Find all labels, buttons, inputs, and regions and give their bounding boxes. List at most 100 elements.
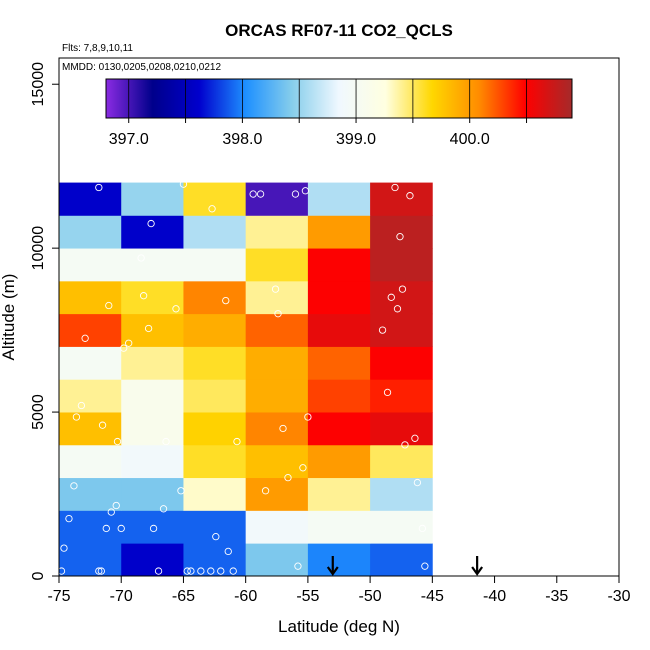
arrow-head <box>471 566 484 576</box>
heatmap-cell <box>245 313 309 347</box>
observation-point <box>139 292 148 300</box>
observation-point <box>125 339 133 347</box>
observation-point <box>57 567 66 575</box>
observation-point <box>299 464 307 472</box>
colorbar-ticks: 397.0 398.0 399.0 400.0 <box>109 79 528 148</box>
heatmap-cell <box>370 543 433 577</box>
heatmap-cell <box>245 346 309 380</box>
heatmap-cell <box>307 313 371 347</box>
heatmap-cell <box>59 543 122 577</box>
x-tick-label: -35 <box>545 588 568 605</box>
observation-point <box>144 324 153 333</box>
heatmap-cells <box>59 182 433 577</box>
observation-point <box>81 334 89 342</box>
observation-point <box>177 487 185 495</box>
arrow-markers <box>326 556 484 576</box>
heatmap-cell <box>183 412 247 446</box>
observation-point <box>98 421 107 429</box>
heatmap-cell <box>370 182 433 216</box>
heatmap-cell <box>121 313 184 347</box>
heatmap-cell <box>245 444 309 479</box>
heatmap-cell <box>121 510 184 544</box>
observation-point <box>77 401 86 410</box>
observation-point <box>149 524 158 533</box>
heatmap-cell <box>370 477 433 511</box>
observation-point <box>162 437 170 446</box>
colorbar-tick-label: 400.0 <box>450 131 490 148</box>
x-tick-label: -65 <box>172 588 195 605</box>
x-tick-label: -55 <box>296 588 319 605</box>
observation-point <box>70 482 78 490</box>
heatmap-cell <box>183 510 247 544</box>
x-tick-label: -30 <box>607 588 630 605</box>
heatmap-cell <box>183 215 247 249</box>
heatmap-cell <box>307 280 371 315</box>
observation-point <box>197 567 205 575</box>
plot-frame <box>58 57 620 577</box>
observation-point <box>60 544 68 552</box>
heatmap-cell <box>121 280 184 315</box>
heatmap-cell <box>307 182 371 216</box>
heatmap-cell <box>183 379 247 413</box>
heatmap-cell <box>121 248 184 282</box>
heatmap-cell <box>245 510 309 544</box>
observation-point <box>271 285 280 293</box>
observation-point <box>222 296 230 305</box>
dates-label: MMDD: 0130,0205,0208,0210,0212 <box>62 62 221 73</box>
observation-point <box>396 233 404 241</box>
heatmap-cell <box>245 182 309 216</box>
observation-point <box>413 478 422 487</box>
observation-point <box>229 567 237 575</box>
observation-point <box>113 437 122 446</box>
x-tick-label: -45 <box>421 588 444 605</box>
heatmap-cell <box>245 379 309 413</box>
observation-point <box>208 205 216 213</box>
heatmap-cell <box>245 412 309 446</box>
observation-point <box>120 344 128 352</box>
y-axis-label: Altitude (m) <box>0 274 18 361</box>
y-tick-label: 5000 <box>30 394 47 430</box>
observation-point <box>65 514 73 523</box>
heatmap-cell <box>245 215 309 249</box>
observation-point <box>291 190 300 198</box>
heatmap-cell <box>370 412 433 446</box>
heatmap-cell <box>59 182 122 216</box>
heatmap-cell <box>121 412 184 446</box>
observation-point <box>72 413 81 421</box>
observation-point <box>383 388 392 397</box>
heatmap-cell <box>121 346 184 380</box>
observation-point <box>398 285 407 293</box>
heatmap-cell <box>307 412 371 446</box>
observation-point <box>183 567 191 575</box>
heatmap-cell <box>307 444 371 479</box>
x-tick-label: -70 <box>110 588 133 605</box>
heatmap-cell <box>370 510 433 544</box>
heatmap-cell <box>59 477 122 511</box>
heatmap-cell <box>59 280 122 315</box>
observation-point <box>387 293 395 301</box>
observation-point <box>256 190 265 198</box>
heatmap-cell <box>370 444 433 479</box>
flights-label: Flts: 7,8,9,10,11 <box>62 43 133 54</box>
observation-point <box>378 326 387 334</box>
observation-point <box>102 524 110 533</box>
observation-point <box>421 562 429 570</box>
observation-point <box>274 310 282 318</box>
observation-point <box>249 190 257 198</box>
heatmap-cell <box>121 379 184 413</box>
observation-point <box>95 183 103 192</box>
y-tick-label: 0 <box>30 571 47 580</box>
observation-point <box>294 562 302 570</box>
heatmap-cell <box>307 510 371 544</box>
heatmap-cell <box>121 543 184 577</box>
y-tick-label: 10000 <box>30 226 47 271</box>
observation-point <box>279 424 287 433</box>
heatmap-cell <box>183 248 247 282</box>
heatmap-cell <box>370 215 433 249</box>
observation-point <box>418 524 427 533</box>
x-axis-label: Latitude (deg N) <box>278 617 400 636</box>
heatmap-cell <box>307 248 371 282</box>
heatmap-cell <box>307 477 371 511</box>
heatmap-cell <box>59 248 122 282</box>
x-tick-label: -75 <box>47 588 70 605</box>
